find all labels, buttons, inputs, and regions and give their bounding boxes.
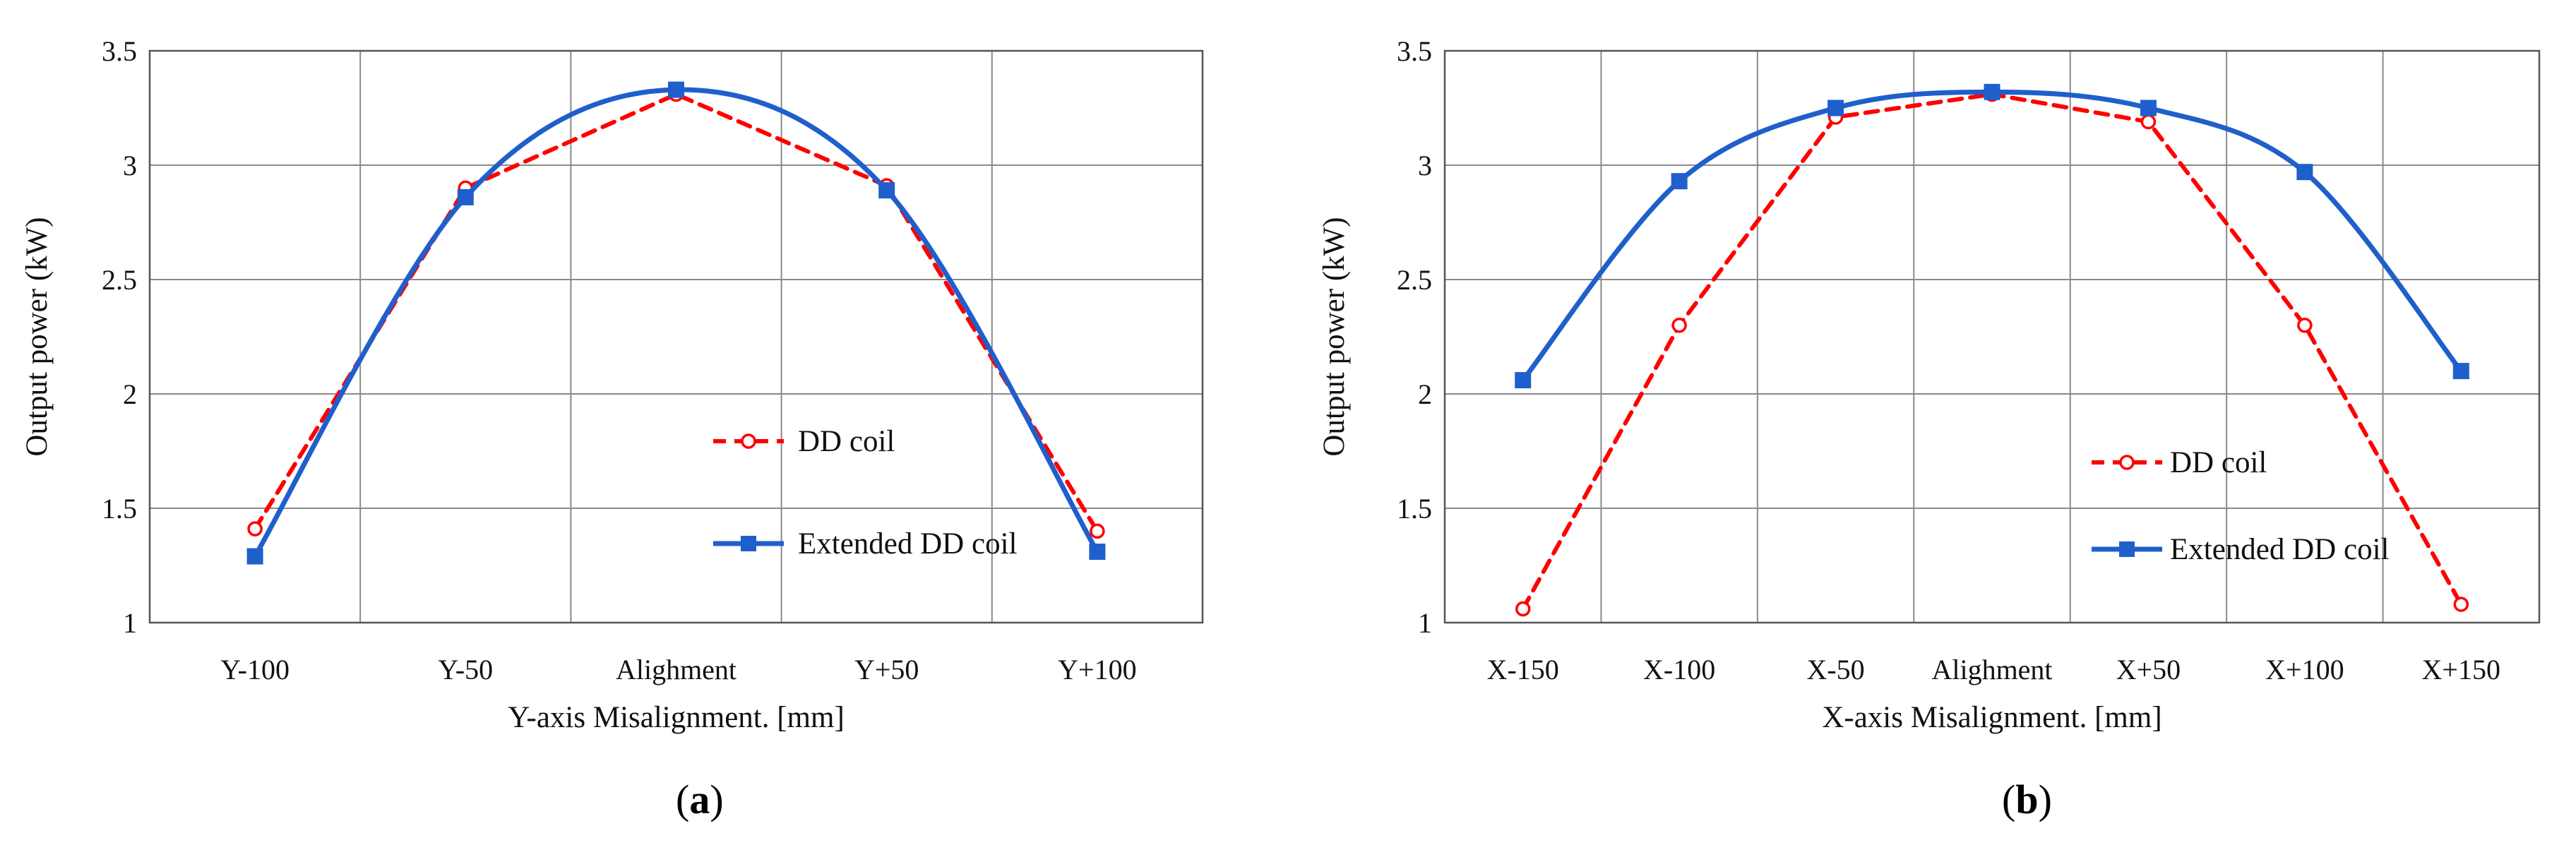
legend-label: Extended DD coil: [2170, 533, 2390, 566]
legend-marker: [741, 536, 756, 551]
panel-label-letter: b: [2015, 777, 2038, 822]
x-tick-label: Y+100: [1058, 654, 1136, 685]
x-tick-label: Y-50: [438, 654, 493, 685]
x-axis-label: X-axis Misalignment. [mm]: [1822, 701, 2161, 734]
x-tick-label: X-50: [1806, 654, 1864, 685]
legend: DD coil Extended DD coil: [713, 425, 1018, 561]
panel-label-letter: a: [689, 777, 710, 822]
legend-label: Extended DD coil: [798, 527, 1018, 561]
x-tick-label: Alighment: [1931, 654, 2052, 685]
x-tick-label: X+100: [2265, 654, 2344, 685]
data-point-dd-coil: [1671, 318, 1687, 333]
y-tick-label: 1.5: [1397, 493, 1432, 525]
legend-label: DD coil: [798, 425, 895, 458]
y-tick-label: 3: [1418, 150, 1432, 181]
data-point-extended-dd-coil: [668, 81, 684, 98]
y-tick-label: 1: [1418, 607, 1432, 639]
x-tick-label: Y+50: [854, 654, 919, 685]
panel-label-open: (: [676, 777, 689, 822]
data-point-extended-dd-coil: [2140, 100, 2157, 116]
x-tick-label: X+50: [2116, 654, 2181, 685]
x-tick-label: X+150: [2422, 654, 2500, 685]
legend-marker: [741, 433, 756, 449]
data-point-dd-coil: [1090, 523, 1105, 539]
y-tick-label: 3.5: [1397, 35, 1432, 67]
plot-frame: [1443, 49, 2541, 624]
x-tick-label: Y-100: [220, 654, 290, 685]
series-line-extended-dd-coil: [1520, 89, 2464, 383]
data-point-extended-dd-coil: [1671, 173, 1688, 190]
y-tick-label: 1: [123, 607, 137, 639]
y-tick-label: 2: [1418, 378, 1432, 410]
data-point-extended-dd-coil: [2452, 363, 2469, 380]
data-point-dd-coil: [247, 521, 263, 537]
chart-panel-b: 1 1.5 2 2.5 3 3.5 X-150 X-100 X-50 Alighment X+50 X…: [1318, 35, 2541, 822]
legend: DD coil Extended DD coil: [2092, 446, 2390, 566]
data-point-dd-coil: [2297, 318, 2313, 333]
x-axis-label: Y-axis Misalignment. [mm]: [508, 701, 845, 734]
chart-panel-a: 1 1.5 2 2.5 3 3.5 Y-100 Y-50 Alighment Y+50 Y+100 Y…: [20, 35, 1204, 822]
panel-label: (b): [2002, 777, 2052, 822]
data-point-extended-dd-coil: [457, 188, 474, 205]
data-point-extended-dd-coil: [1089, 544, 1106, 561]
x-tick-label: X-150: [1487, 654, 1559, 685]
y-tick-label: 2: [123, 378, 137, 410]
data-point-extended-dd-coil: [878, 182, 895, 199]
x-tick-label: X-100: [1643, 654, 1715, 685]
x-tick-label: Alighment: [616, 654, 737, 685]
legend-label: DD coil: [2170, 446, 2267, 479]
panel-label-close: ): [2039, 777, 2052, 822]
panel-label: (a): [676, 777, 724, 822]
data-point-dd-coil: [1515, 601, 1531, 617]
y-tick-label: 2.5: [102, 264, 137, 296]
y-axis-label: Output power (kW): [1318, 217, 1351, 456]
data-point-extended-dd-coil: [2296, 164, 2313, 181]
y-tick-label: 3: [123, 150, 137, 181]
data-point-extended-dd-coil: [1827, 100, 1844, 116]
data-point-extended-dd-coil: [1515, 372, 1532, 389]
data-point-extended-dd-coil: [246, 548, 263, 565]
legend-marker: [2119, 455, 2135, 470]
y-tick-label: 1.5: [102, 493, 137, 525]
y-tick-label: 3.5: [102, 35, 137, 67]
data-point-dd-coil: [2140, 114, 2157, 130]
plot-frame: [148, 49, 1204, 624]
y-tick-label: 2.5: [1397, 264, 1432, 296]
data-point-extended-dd-coil: [1984, 83, 2000, 100]
data-point-dd-coil: [2453, 597, 2469, 612]
legend-marker: [2119, 541, 2135, 557]
panel-label-open: (: [2002, 777, 2015, 822]
y-axis-label: Output power (kW): [20, 217, 54, 456]
series-line-dd-coil: [1520, 92, 2464, 611]
panel-label-close: ): [710, 777, 723, 822]
